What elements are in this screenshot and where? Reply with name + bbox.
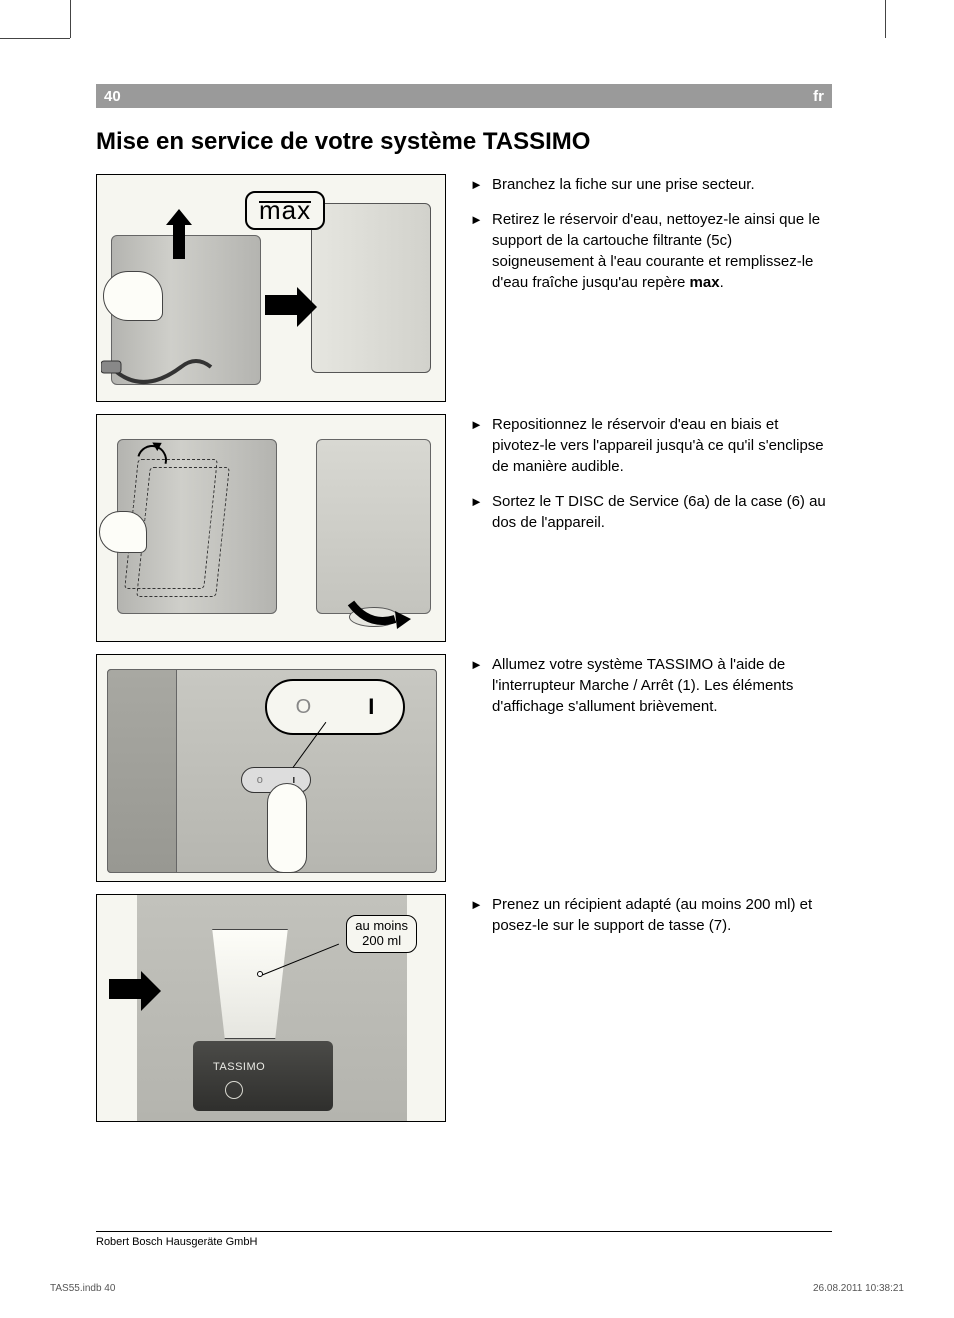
step-text: ► Prenez un récipient adapté (au moins 2… <box>470 894 832 950</box>
list-item: ► Sortez le T DISC de Service (6a) de la… <box>470 491 832 533</box>
bullet-icon: ► <box>470 414 492 477</box>
figure-step-4: TASSIMO au moins 200 ml <box>96 894 446 1122</box>
instruction-text: Retirez le réservoir d'eau, nettoyez-le … <box>492 209 832 293</box>
bullet-icon: ► <box>470 174 492 195</box>
cup-label-line1: au moins <box>355 919 408 934</box>
print-datetime: 26.08.2011 10:38:21 <box>813 1283 904 1294</box>
crop-mark <box>0 38 70 39</box>
print-file: TAS55.indb 40 <box>50 1283 115 1294</box>
page-lang: fr <box>813 88 824 105</box>
list-item: ► Allumez votre système TASSIMO à l'aide… <box>470 654 832 717</box>
page-number: 40 <box>104 88 121 105</box>
print-meta: TAS55.indb 40 26.08.2011 10:38:21 <box>50 1283 904 1294</box>
step-text: ► Branchez la fiche sur une prise secteu… <box>470 174 832 307</box>
list-item: ► Branchez la fiche sur une prise secteu… <box>470 174 832 195</box>
page-footer: Robert Bosch Hausgeräte GmbH <box>96 1231 832 1248</box>
step-text: ► Allumez votre système TASSIMO à l'aide… <box>470 654 832 731</box>
switch-on-label: I <box>368 694 374 720</box>
list-item: ► Retirez le réservoir d'eau, nettoyez-l… <box>470 209 832 293</box>
page-title: Mise en service de votre système TASSIMO <box>96 128 832 156</box>
cup-label-line2: 200 ml <box>355 934 408 949</box>
switch-off-label: O <box>296 696 312 719</box>
figure-step-1: max <box>96 174 446 402</box>
step-row: oı O I ► Allumez votre système TASSIMO à… <box>96 654 832 882</box>
instruction-text: Sortez le T DISC de Service (6a) de la c… <box>492 491 832 533</box>
step-text: ► Repositionnez le réservoir d'eau en bi… <box>470 414 832 547</box>
crop-mark <box>885 0 886 38</box>
crop-mark <box>70 0 71 38</box>
instruction-text: Repositionnez le réservoir d'eau en biai… <box>492 414 832 477</box>
instruction-text: Prenez un récipient adapté (au moins 200… <box>492 894 832 936</box>
content-area: max ► Branchez la fiche sur une prise se… <box>96 174 832 1134</box>
instruction-text: Allumez votre système TASSIMO à l'aide d… <box>492 654 832 717</box>
instruction-text: Branchez la fiche sur une prise secteur. <box>492 174 832 195</box>
bullet-icon: ► <box>470 209 492 293</box>
max-label-text: max <box>259 195 311 225</box>
page-header: 40 fr <box>96 84 832 108</box>
brand-label: TASSIMO <box>213 1061 265 1073</box>
step-row: ► Repositionnez le réservoir d'eau en bi… <box>96 414 832 642</box>
bullet-icon: ► <box>470 894 492 936</box>
step-row: max ► Branchez la fiche sur une prise se… <box>96 174 832 402</box>
step-row: TASSIMO au moins 200 ml ► Prenez un réci… <box>96 894 832 1122</box>
page-content: 40 fr Mise en service de votre système T… <box>96 84 832 1134</box>
list-item: ► Repositionnez le réservoir d'eau en bi… <box>470 414 832 477</box>
footer-company: Robert Bosch Hausgeräte GmbH <box>96 1236 257 1248</box>
plug-cord-icon <box>101 343 221 393</box>
bullet-icon: ► <box>470 654 492 717</box>
list-item: ► Prenez un récipient adapté (au moins 2… <box>470 894 832 936</box>
bullet-icon: ► <box>470 491 492 533</box>
arrow-out-icon <box>345 597 415 633</box>
figure-step-3: oı O I <box>96 654 446 882</box>
figure-step-2 <box>96 414 446 642</box>
